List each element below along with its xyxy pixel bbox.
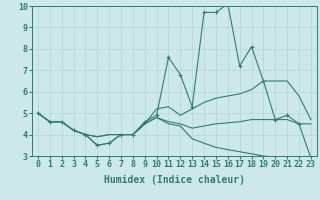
X-axis label: Humidex (Indice chaleur): Humidex (Indice chaleur) [104, 175, 245, 185]
